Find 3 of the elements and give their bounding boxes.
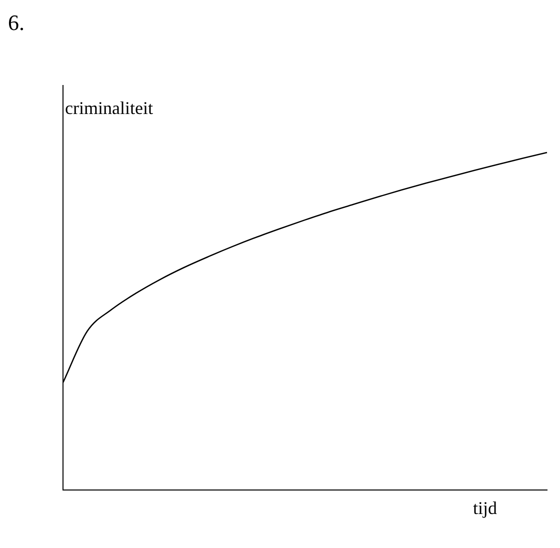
chart-title: 6. [8,10,24,36]
y-axis-title: criminaliteit [65,98,153,119]
x-axis-title: tijd [473,498,498,519]
